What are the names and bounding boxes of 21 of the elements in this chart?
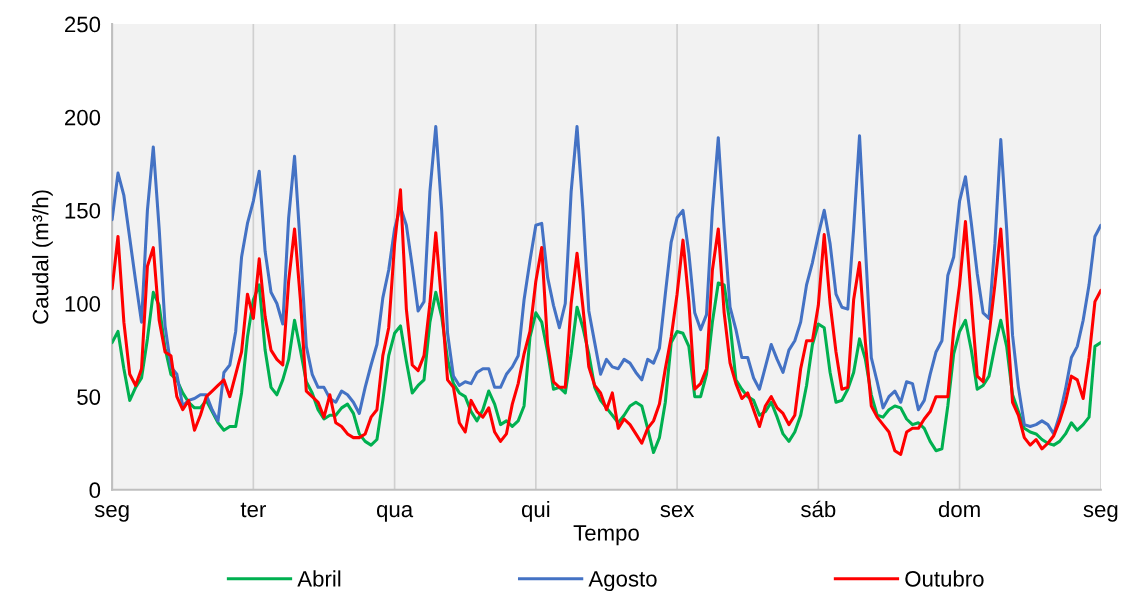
y-axis-title: Caudal (m³/h) (32, 190, 53, 324)
legend-label: Outubro (905, 570, 984, 587)
x-tick-label: dom (938, 500, 980, 518)
legend-label: Agosto (588, 571, 657, 592)
x-tick-label: seg (1083, 505, 1118, 522)
y-tick-label: 0 (89, 482, 101, 499)
x-tick-label: seg (94, 505, 129, 522)
x-tick-label: qui (521, 500, 550, 522)
x-tick-label: sex (660, 505, 695, 518)
y-tick-label: 150 (65, 202, 101, 219)
x-axis-title: Tempo (573, 525, 639, 546)
y-tick-label: 250 (65, 16, 101, 33)
x-tick-label: sáb (801, 500, 836, 518)
y-tick-label: 100 (65, 296, 101, 312)
y-tick-label: 200 (65, 109, 101, 126)
line-series (112, 124, 1101, 436)
legend-label: Abril (297, 570, 341, 587)
y-tick-label: 50 (77, 389, 101, 405)
x-tick-label: qua (376, 505, 414, 522)
x-tick-label: ter (240, 502, 266, 518)
line-series (112, 188, 1101, 456)
